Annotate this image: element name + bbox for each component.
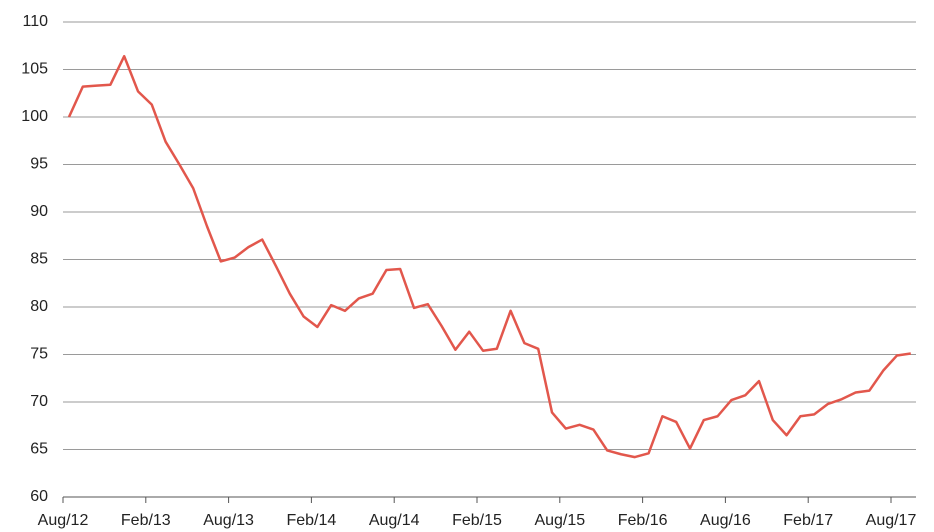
y-tick-label: 75 — [30, 346, 48, 363]
y-tick-label: 65 — [30, 441, 48, 458]
x-tick-label: Aug/14 — [369, 512, 420, 529]
x-tick-label: Feb/16 — [618, 512, 668, 529]
x-tick-label: Feb/14 — [286, 512, 336, 529]
y-tick-label: 60 — [30, 488, 48, 505]
y-tick-label: 95 — [30, 156, 48, 173]
y-tick-label: 105 — [21, 61, 48, 78]
x-tick-label: Feb/13 — [121, 512, 171, 529]
x-tick-label: Aug/16 — [700, 512, 751, 529]
x-tick-label: Aug/17 — [866, 512, 917, 529]
x-tick-label: Aug/15 — [534, 512, 585, 529]
line-series — [67, 54, 911, 459]
y-tick-label: 85 — [30, 251, 48, 268]
y-tick-label: 100 — [21, 108, 48, 125]
x-tick-label: Feb/17 — [783, 512, 833, 529]
y-tick-label: 70 — [30, 393, 48, 410]
x-tick-label: Aug/12 — [38, 512, 89, 529]
y-tick-label: 90 — [30, 203, 48, 220]
y-tick-label: 110 — [22, 13, 48, 30]
y-tick-label: 80 — [30, 298, 48, 315]
x-tick-label: Feb/15 — [452, 512, 502, 529]
x-tick-label: Aug/13 — [203, 512, 254, 529]
